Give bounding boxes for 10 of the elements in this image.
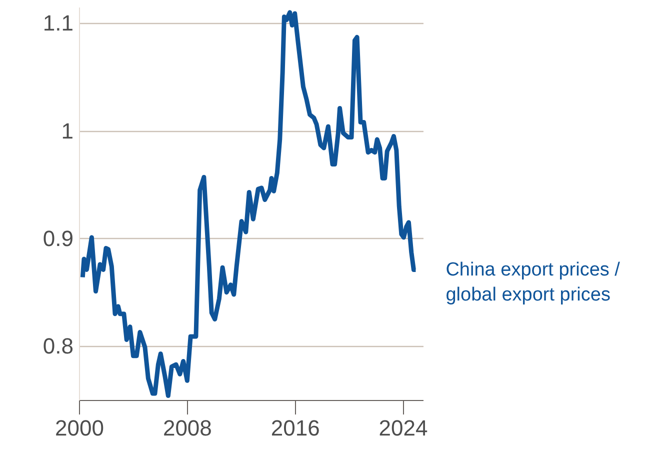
series-label: China export prices / global export prices	[446, 260, 621, 306]
line-series	[80, 10, 418, 398]
x-tick-label: 2024	[378, 416, 428, 440]
y-tick-label: 0.8	[42, 334, 74, 359]
y-tick-label: 0.9	[42, 226, 74, 251]
y-tick-label: 1.1	[42, 10, 74, 36]
x-tick-label: 2016	[270, 416, 320, 440]
y-tick-label: 1	[61, 118, 74, 144]
x-tick-label: 2008	[162, 416, 212, 440]
x-tick-label: 2000	[55, 416, 104, 440]
